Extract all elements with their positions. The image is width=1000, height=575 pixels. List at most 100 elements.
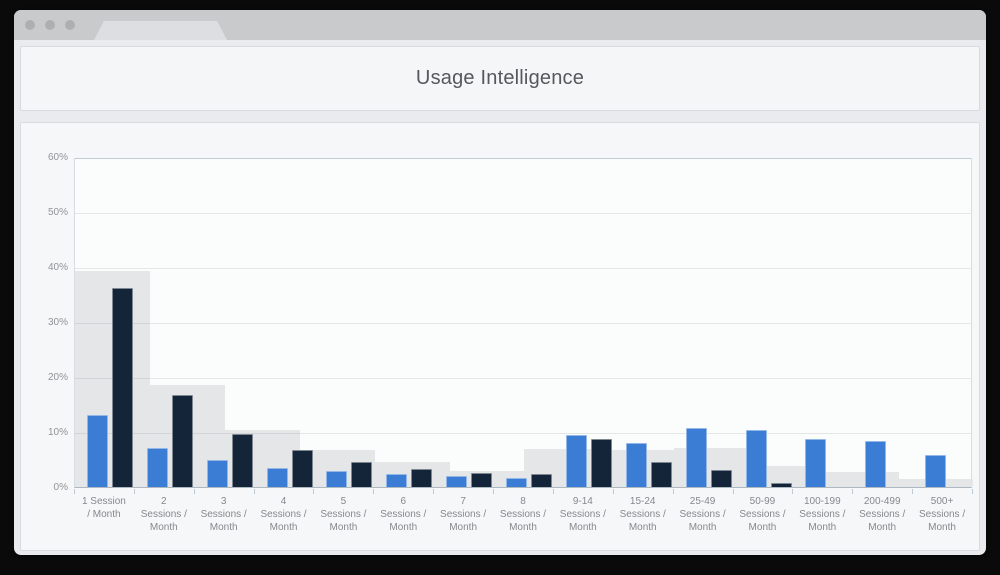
x-tick: [552, 489, 554, 494]
x-axis-label: 3 Sessions / Month: [190, 495, 258, 534]
x-axis-label-line: 7: [460, 496, 466, 507]
x-axis-label-line: 8: [520, 496, 526, 507]
x-axis-label-line: Month: [389, 522, 418, 533]
x-axis-label-line: Month: [868, 522, 897, 533]
grid-line: [75, 378, 971, 379]
bar-blue: [685, 428, 707, 487]
bar-blue: [565, 435, 587, 487]
x-axis-label: 500+ Sessions / Month: [908, 495, 976, 534]
bar-blue: [266, 467, 288, 487]
bar-blue: [446, 476, 468, 487]
x-axis-label: 15-24 Sessions / Month: [609, 495, 677, 534]
x-axis-label: 8 Sessions / Month: [489, 495, 557, 534]
x-axis-label: 100-199 Sessions / Month: [788, 495, 856, 534]
bar-dark-navy: [231, 433, 253, 487]
bar-dark-navy: [710, 469, 732, 487]
x-axis-label-line: Month: [568, 522, 597, 533]
x-axis-label-line: 100-199: [803, 496, 841, 507]
browser-content: Usage Intelligence 0% 10% 20% 30% 40% 50% 60% 1…: [14, 40, 986, 555]
window-buttons: [25, 20, 75, 30]
x-tick: [792, 489, 794, 494]
x-axis-label-line: Sessions /: [320, 509, 367, 520]
bar-dark-navy: [531, 474, 553, 487]
x-axis-label: 200-499 Sessions / Month: [848, 495, 916, 534]
bar-blue: [146, 447, 168, 487]
x-tick: [732, 489, 734, 494]
grid-line: [75, 158, 971, 159]
x-axis-label-line: Sessions /: [440, 509, 487, 520]
bar-blue: [925, 455, 947, 487]
browser-titlebar: [14, 10, 986, 40]
x-tick: [433, 489, 435, 494]
y-axis-label: 50%: [47, 207, 68, 218]
x-axis-label-line: Month: [509, 522, 537, 533]
y-axis-label: 40%: [47, 262, 68, 273]
window-button-icon[interactable]: [65, 20, 75, 30]
y-axis-label: 0%: [53, 482, 68, 493]
x-tick: [612, 489, 614, 494]
x-axis-label: 2 Sessions / Month: [130, 495, 198, 534]
x-axis-label: 9-14 Sessions / Month: [549, 495, 617, 534]
x-axis-label: 7 Sessions / Month: [429, 495, 497, 534]
x-axis-label-line: Month: [628, 522, 657, 533]
grid-line: [75, 323, 971, 324]
x-axis-label-line: Month: [209, 522, 238, 533]
x-axis-label-line: 5: [340, 496, 347, 507]
window-button-icon[interactable]: [45, 20, 55, 30]
x-axis-label-line: Month: [449, 522, 478, 533]
x-axis-label: 4 Sessions / Month: [250, 495, 318, 534]
window-button-icon[interactable]: [25, 20, 35, 30]
x-axis-label-line: Sessions /: [619, 509, 666, 520]
bar-dark-navy: [291, 449, 313, 487]
bar-blue: [87, 414, 108, 487]
x-tick: [133, 489, 135, 494]
x-tick: [672, 489, 674, 494]
x-tick: [313, 489, 315, 494]
x-axis-label-line: Month: [329, 522, 358, 533]
x-axis-label-line: / Month: [87, 509, 121, 520]
x-axis-label-line: Sessions /: [739, 509, 786, 520]
x-axis-label-line: Month: [928, 522, 956, 533]
grid-line: [75, 433, 971, 434]
bar-dark-navy: [590, 439, 612, 487]
x-axis-label-line: Sessions /: [140, 509, 187, 520]
bar-blue: [805, 439, 827, 487]
x-axis-label-line: Month: [688, 522, 717, 533]
x-axis-label-line: 25-49: [689, 496, 716, 507]
x-axis-label-line: 1 Session: [81, 496, 126, 507]
x-axis-label-line: Month: [149, 522, 178, 533]
x-axis-label-line: 6: [400, 496, 407, 507]
chart-panel: 0% 10% 20% 30% 40% 50% 60% 1 Session / Month 2 Ses…: [20, 122, 980, 551]
x-axis-label-line: 2: [161, 496, 167, 507]
x-axis-label-line: 200-499: [863, 496, 901, 507]
bar-blue: [865, 440, 887, 487]
browser-tab[interactable]: [94, 21, 227, 40]
x-axis-label-line: 3: [220, 496, 227, 507]
bar-blue: [386, 473, 408, 487]
y-axis-label: 10%: [47, 427, 68, 438]
background-step-bar: [823, 472, 899, 487]
x-axis-label: 1 Session / Month: [70, 495, 138, 521]
x-axis-label-line: Sessions /: [799, 509, 846, 520]
x-axis-label: 6 Sessions / Month: [369, 495, 437, 534]
x-tick: [373, 489, 375, 494]
bar-dark-navy: [770, 482, 792, 487]
x-axis-label-line: 500+: [930, 496, 954, 507]
y-axis-label: 30%: [47, 317, 68, 328]
y-axis-label: 60%: [47, 152, 68, 163]
x-axis-label-line: Sessions /: [859, 509, 906, 520]
x-axis-label-line: Sessions /: [918, 509, 966, 520]
page-header: Usage Intelligence: [20, 46, 980, 111]
bar-blue: [745, 429, 767, 487]
x-axis-label-line: Month: [808, 522, 837, 533]
bar-dark-navy: [112, 287, 133, 487]
bar-dark-navy: [411, 468, 433, 487]
x-axis-label-line: Sessions /: [380, 509, 427, 520]
bar-blue: [206, 460, 228, 487]
x-axis-label: 25-49 Sessions / Month: [669, 495, 737, 534]
x-axis-label-line: Sessions /: [679, 509, 726, 520]
x-axis-label-line: 4: [280, 496, 287, 507]
x-axis-label-line: Month: [748, 522, 777, 533]
bar-dark-navy: [351, 462, 373, 487]
x-axis-label-line: Sessions /: [499, 509, 547, 520]
